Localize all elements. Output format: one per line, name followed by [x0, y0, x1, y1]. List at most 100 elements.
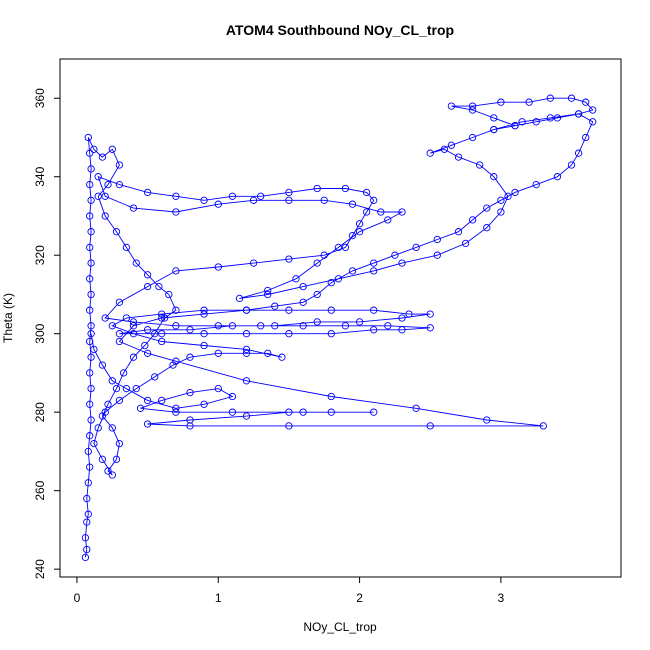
data-point [129, 330, 138, 338]
data-point [511, 122, 519, 130]
data-point [299, 322, 307, 330]
data-point [158, 330, 166, 338]
data-point [86, 306, 94, 314]
data-point [87, 290, 95, 299]
data-point [83, 545, 91, 554]
data-point [115, 396, 124, 405]
data-point [84, 479, 92, 487]
data-point [271, 322, 279, 330]
data-point [151, 330, 159, 338]
data-point [81, 534, 90, 542]
data-point [86, 337, 94, 346]
data-point [200, 196, 208, 204]
data-point [292, 275, 300, 283]
data-point [122, 243, 131, 252]
data-point [285, 255, 293, 263]
data-point [582, 98, 590, 106]
data-point [87, 196, 95, 204]
data-point [426, 422, 434, 430]
data-point [172, 408, 180, 416]
data-point [115, 337, 124, 346]
data-point [370, 196, 378, 204]
data-point [405, 310, 413, 318]
data-point [490, 173, 498, 181]
data-point [391, 251, 399, 259]
data-point [158, 337, 166, 346]
data-point [454, 153, 463, 161]
data-point [132, 259, 140, 267]
data-point [214, 349, 222, 357]
data-point [165, 290, 173, 299]
data-point [112, 228, 121, 236]
data-point [249, 259, 258, 267]
data-point [98, 153, 107, 161]
y-tick-label: 360 [33, 88, 47, 108]
data-point [483, 224, 491, 232]
data-point [497, 98, 505, 106]
data-point [285, 188, 293, 197]
data-point [242, 330, 251, 338]
data-point [497, 196, 505, 204]
data-point [285, 196, 293, 204]
data-point [94, 173, 102, 181]
data-point [214, 384, 222, 393]
data-point [214, 322, 222, 330]
data-point [567, 94, 576, 102]
data-point [143, 271, 152, 279]
data-point [228, 408, 237, 416]
data-point [122, 384, 131, 393]
data-point [348, 231, 357, 240]
data-point [398, 314, 406, 322]
data-point [115, 330, 124, 338]
data-point [440, 145, 449, 153]
series-line [84, 97, 594, 558]
data-point [426, 324, 434, 332]
data-point [186, 388, 194, 397]
data-point [83, 494, 91, 503]
data-point [483, 416, 491, 424]
data-point [81, 553, 90, 562]
x-axis: 0 1 2 3 [74, 576, 505, 605]
data-point [362, 188, 371, 197]
data-point [377, 208, 385, 216]
data-point [86, 243, 94, 252]
data-point [136, 404, 145, 412]
data-point [129, 204, 138, 212]
data-point [112, 455, 121, 463]
data-point [582, 133, 590, 142]
data-point [214, 200, 222, 208]
data-point [327, 330, 335, 338]
data-point [104, 180, 112, 189]
data-point [86, 432, 94, 440]
data-point [101, 212, 109, 220]
data-point [285, 330, 293, 338]
data-point [539, 422, 547, 430]
data-point [341, 322, 350, 330]
data-point [214, 263, 222, 271]
data-point [186, 353, 194, 361]
data-point [412, 404, 420, 412]
data-point [504, 192, 512, 200]
data-point [86, 149, 94, 157]
data-point [257, 322, 265, 330]
data-point [518, 118, 526, 126]
x-tick-label: 1 [215, 591, 222, 605]
data-point [468, 133, 477, 142]
data-point [370, 259, 378, 267]
data-point [108, 471, 116, 479]
data-point [567, 161, 576, 169]
data-point [285, 408, 293, 416]
data-point [511, 188, 519, 197]
data-point [129, 353, 138, 361]
data-point [299, 298, 307, 306]
data-point [468, 102, 477, 110]
data-point [553, 114, 562, 122]
data-point [122, 314, 131, 322]
data-point [186, 326, 194, 334]
data-point [546, 94, 554, 102]
data-point [483, 204, 491, 212]
data-point [228, 322, 237, 330]
data-point [200, 306, 208, 314]
